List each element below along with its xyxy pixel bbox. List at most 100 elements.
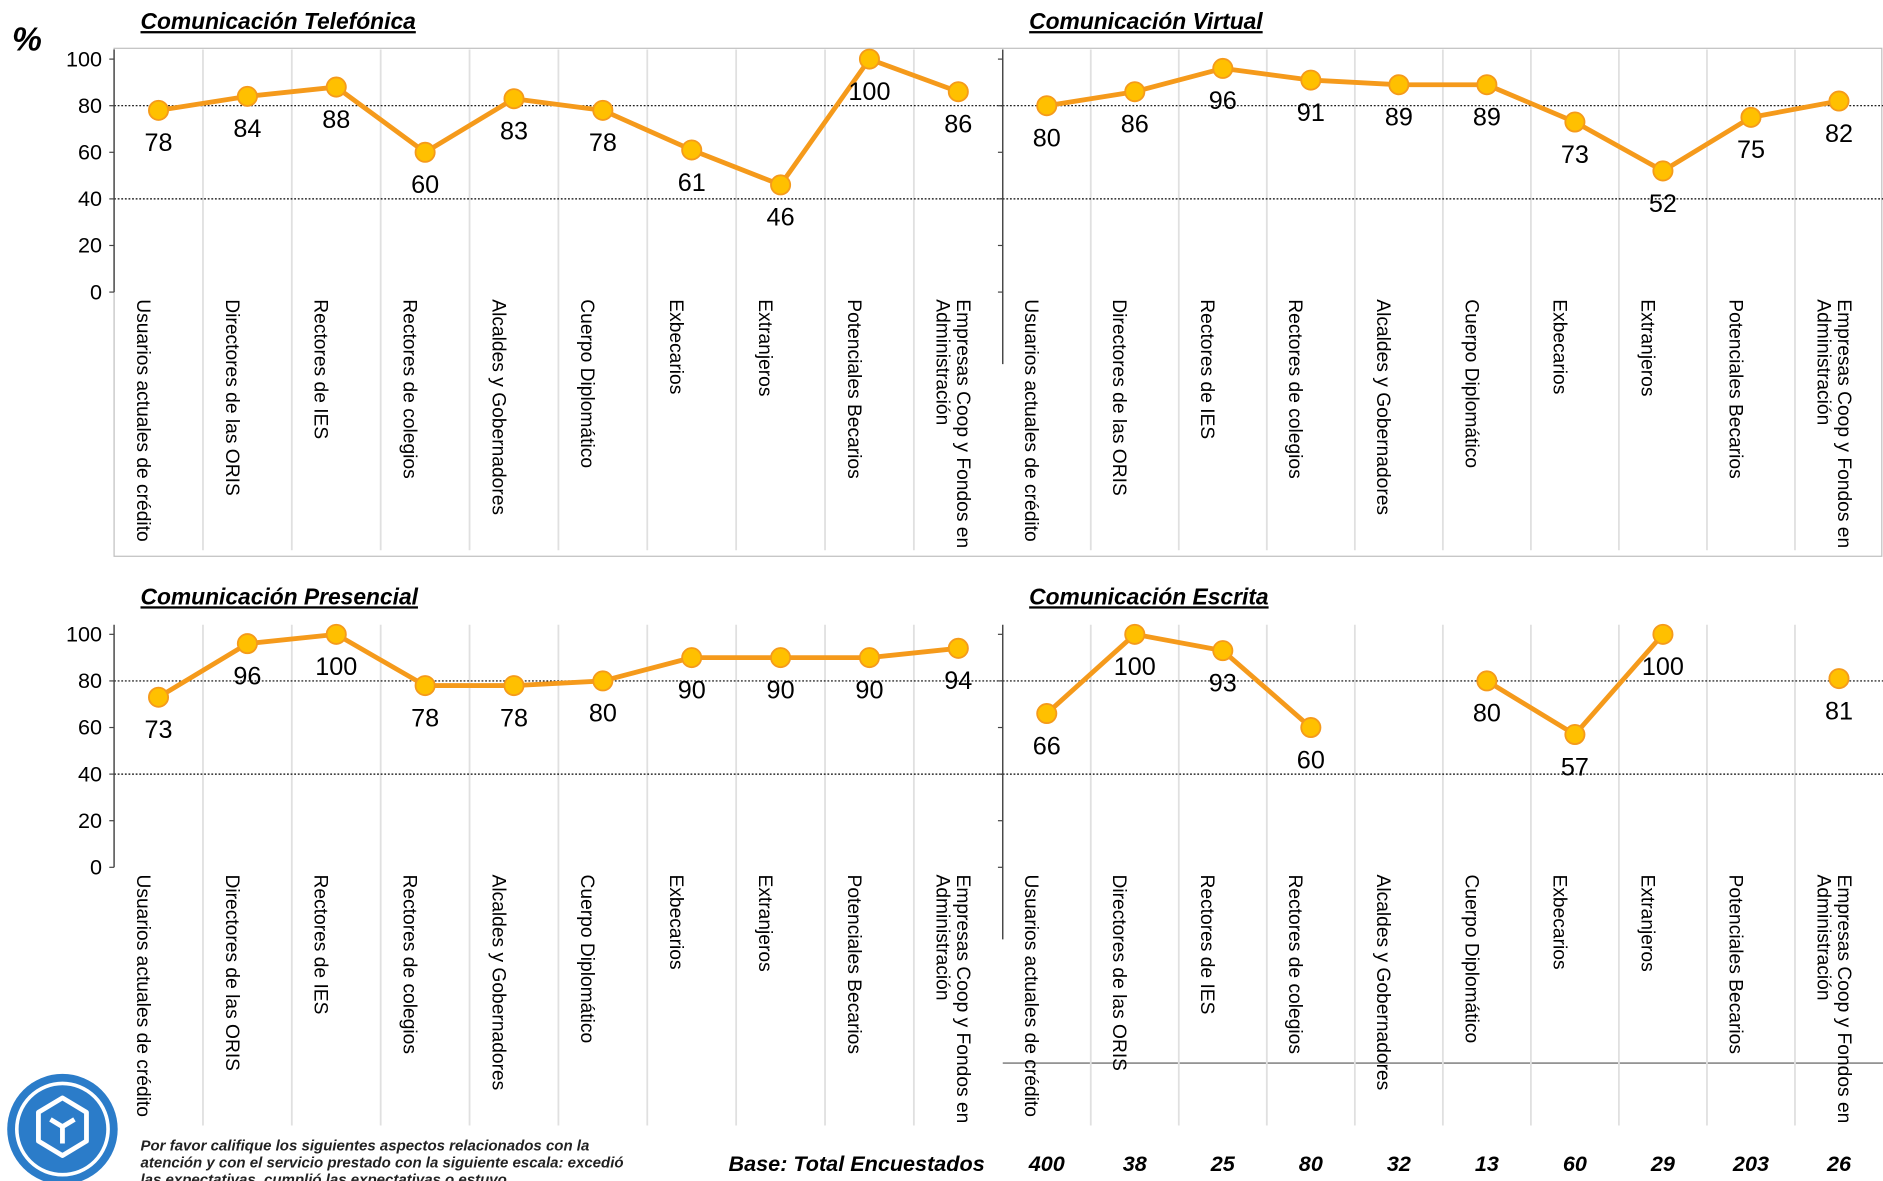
x-tick-label: Rectores de IES [1196,299,1217,440]
marker [1388,74,1410,96]
data-label: 83 [500,118,528,146]
x-tick-label: Alcaldes y Gobernadores [1372,874,1393,1091]
marker [1476,74,1498,96]
x-tick-label-box: Directores de las ORIS [1108,874,1129,1071]
x-tick-label: Potenciales Becarios [1724,299,1745,479]
x-tick-label-box: Extranjeros [1637,875,1657,972]
x-tick-label: Rectores de colegios [1284,299,1305,479]
x-tick-label-box: Usuarios actuales de crédito [1020,299,1041,542]
x-tick-label-box: Usuarios actuales de crédito [132,299,152,541]
x-tick-label: Exbecarios [1548,299,1569,395]
base-count: 29 [1650,1151,1675,1176]
data-label: 78 [144,129,172,157]
x-tick-label-box: Alcaldes y Gobernadores [487,299,508,516]
x-tick-label: Directores de las ORIS [220,874,242,1071]
x-tick-label: Rectores de colegios [398,299,420,479]
x-tick-label: Cuerpo Diplomático [576,874,597,1044]
data-label: 78 [500,704,528,732]
marker [1036,95,1058,117]
marker [503,88,525,110]
x-tick-label-box: Extranjeros [1636,299,1657,397]
marker [1652,160,1674,182]
x-tick-label-box: Directores de las ORIS [220,874,242,1071]
x-tick-label: Alcaldes y Gobernadores [487,874,508,1091]
x-tick-label-box: Rectores de IES [310,875,330,1015]
marker [1212,57,1234,79]
data-label: 80 [589,700,617,728]
marker [592,670,614,692]
x-tick-label-box: Exbecarios [1548,874,1569,970]
x-tick-label: Exbecarios [1548,874,1569,970]
panel-frame [113,47,1883,557]
x-tick-label: Exbecarios [665,299,686,395]
y-tick-label: 60 [78,715,102,740]
y-tick-label: 80 [78,668,102,693]
x-tick-label-box: Empresas Coop y Fondos en Administración [1812,299,1854,549]
x-tick-label-box: Potenciales Becarios [1724,299,1745,479]
data-label: 80 [1473,700,1501,728]
x-tick-label-box: Alcaldes y Gobernadores [1372,299,1392,515]
x-tick-label-box: Potenciales Becarios [843,299,864,479]
x-tick-label-box: Extranjeros [754,874,775,972]
data-label: 46 [767,204,795,232]
data-label: 84 [233,115,261,143]
marker [325,76,347,98]
marker [503,675,525,697]
x-tick-label: Cuerpo Diplomático [1460,874,1481,1044]
data-label: 96 [233,662,261,690]
x-tick-label: Empresas Coop y Fondos en Administración [1812,874,1854,1124]
x-tick-label: Usuarios actuales de crédito [1020,299,1041,542]
y-tick-label: 60 [78,139,102,164]
footnote-box: Por favor califique los siguientes aspec… [140,1137,624,1181]
x-tick-label: Alcaldes y Gobernadores [487,299,508,516]
base-count: 38 [1123,1151,1147,1176]
data-label: 66 [1033,732,1061,760]
y-tick-label: 40 [78,761,102,786]
x-tick-label: Empresas Coop y Fondos en Administración [931,874,973,1124]
x-tick-label: Rectores de colegios [1284,874,1305,1054]
marker [770,647,792,669]
series-line [157,631,959,700]
data-label: 86 [944,111,972,139]
x-tick-label: Usuarios actuales de crédito [132,874,153,1117]
x-tick-label: Rectores de IES [309,299,331,440]
base-count: 80 [1299,1151,1323,1176]
x-tick-label-box: Rectores de IES [1196,299,1217,440]
data-label: 80 [1033,125,1061,153]
x-tick-label-box: Rectores de colegios [1284,874,1305,1054]
data-label: 86 [1121,111,1149,139]
data-label: 100 [1114,653,1156,681]
marker [148,686,170,708]
x-tick-label: Exbecarios [665,874,686,970]
x-tick-label-box: Rectores de IES [1196,875,1216,1015]
data-label: 82 [1825,120,1853,148]
x-tick-label-box: Alcaldes y Gobernadores [487,874,508,1091]
marker [1300,717,1322,739]
data-label: 61 [678,169,706,197]
chart-title: Comunicación Presencial [141,583,419,609]
x-tick-label: Potenciales Becarios [843,874,864,1054]
x-tick-label: Extranjeros [1636,299,1657,397]
base-label: Base: Total Encuestados [729,1151,985,1176]
x-tick-label-box: Directores de las ORIS [220,299,242,496]
data-label: 90 [678,676,706,704]
x-tick-label-box: Empresas Coop y Fondos en Administración [1812,874,1854,1124]
y-tick-label: 0 [90,279,102,304]
x-tick-label: Empresas Coop y Fondos en Administración [1812,299,1854,549]
x-tick-label: Directores de las ORIS [1108,874,1129,1071]
base-count: 13 [1475,1151,1499,1176]
x-tick-label: Directores de las ORIS [220,299,242,496]
y-tick-label: 20 [78,233,102,258]
x-tick-label: Extranjeros [754,874,775,972]
series-line [158,56,960,188]
x-tick-label-box: Usuarios actuales de crédito [1020,875,1040,1117]
y-tick-label: 40 [78,186,102,211]
footnote: Por favor califique los siguientes aspec… [140,1137,624,1181]
x-tick-label: Directores de las ORIS [1108,299,1129,496]
marker [1564,724,1586,746]
x-tick-label: Potenciales Becarios [843,299,864,479]
marker [1300,69,1322,91]
chart-title: Comunicación Telefónica [141,8,417,34]
marker [414,141,436,163]
